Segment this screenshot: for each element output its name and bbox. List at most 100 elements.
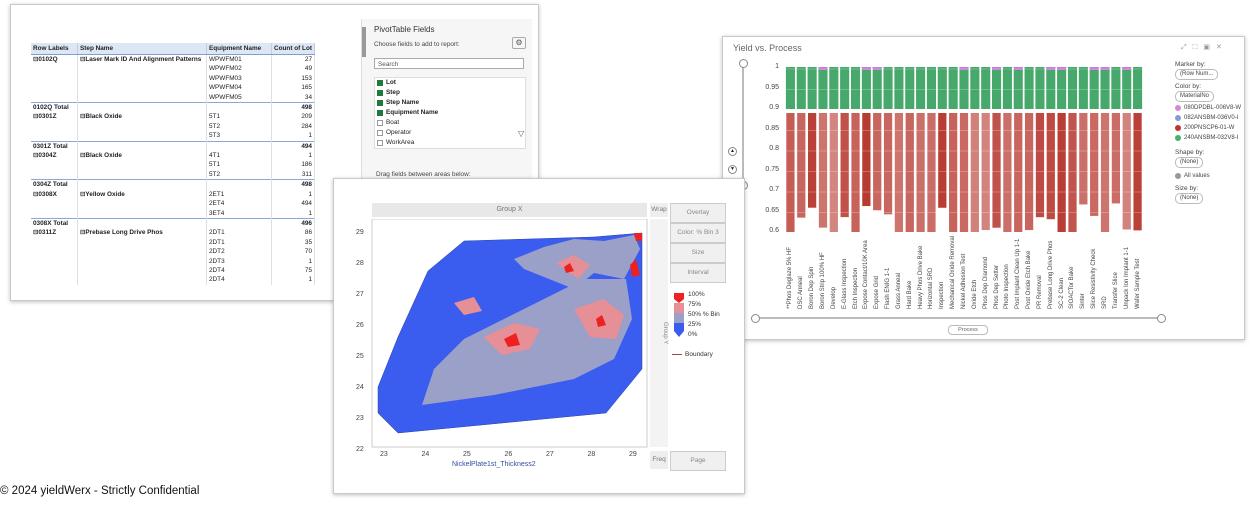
material-legend-item[interactable]: 082ANSBM-036V0-I xyxy=(1175,115,1238,121)
process-dropdown[interactable]: Process xyxy=(948,325,988,335)
wrap-zone[interactable]: Wrap xyxy=(650,203,668,217)
pivot-row[interactable]: ⊟0308X ⊟Yellow Oxide 2ET1 1 xyxy=(31,189,315,200)
count-cell[interactable]: 209 xyxy=(271,112,315,122)
equipment-cell[interactable]: 2DT1 xyxy=(206,228,272,238)
row-label-cell[interactable] xyxy=(31,121,78,132)
field-item[interactable]: Step xyxy=(375,88,525,98)
count-cell[interactable]: 165 xyxy=(271,83,315,93)
field-checkbox[interactable] xyxy=(377,80,383,86)
step-name-cell[interactable] xyxy=(77,140,207,152)
count-cell[interactable]: 27 xyxy=(271,54,315,65)
step-name-cell[interactable] xyxy=(77,169,207,180)
field-item[interactable]: Boat xyxy=(375,118,525,128)
material-legend-item[interactable]: 200PNSCP6-01-W xyxy=(1175,125,1234,131)
count-cell[interactable]: 1 xyxy=(271,256,315,266)
count-cell[interactable]: 496 xyxy=(271,217,315,229)
pivot-row[interactable]: WPWFM02 49 xyxy=(31,64,315,74)
row-label-cell[interactable]: ⊟0308X xyxy=(31,189,78,200)
group-y-zone[interactable]: Group Y xyxy=(650,219,668,447)
row-label-cell[interactable] xyxy=(31,208,78,219)
pivot-row[interactable]: WPWFM05 34 xyxy=(31,92,315,103)
material-legend-item[interactable]: 080DPDBL-006V8-W xyxy=(1175,105,1241,111)
all-values-item[interactable]: All values xyxy=(1175,173,1210,179)
marker-by-select[interactable]: (Row Num... xyxy=(1175,69,1219,80)
horizontal-range-slider[interactable] xyxy=(754,317,1160,319)
step-name-cell[interactable] xyxy=(77,83,207,93)
step-name-cell[interactable] xyxy=(77,64,207,74)
row-label-cell[interactable]: 0102Q Total xyxy=(31,102,78,113)
count-cell[interactable]: 1 xyxy=(271,189,315,200)
step-name-cell[interactable]: ⊟Yellow Oxide xyxy=(77,189,207,200)
pivot-total-row[interactable]: 0304Z Total 498 xyxy=(31,179,315,190)
pivot-total-row[interactable]: 0301Z Total 494 xyxy=(31,140,315,152)
slider-top-knob[interactable] xyxy=(739,59,748,68)
pivot-row[interactable]: 2DT2 70 xyxy=(31,247,315,257)
equipment-cell[interactable] xyxy=(206,102,272,113)
equipment-cell[interactable]: 5T3 xyxy=(206,131,272,142)
step-name-cell[interactable]: ⊟Prebase Long Drive Phos xyxy=(77,228,207,238)
equipment-cell[interactable] xyxy=(206,140,272,152)
side-zone-box[interactable]: Overlay xyxy=(670,203,726,223)
side-zone-box[interactable]: Size xyxy=(670,243,726,263)
equipment-cell[interactable]: WPWFM04 xyxy=(206,83,272,93)
pivot-row[interactable]: 2DT4 75 xyxy=(31,265,315,276)
hslider-left-knob[interactable] xyxy=(751,314,760,323)
count-cell[interactable]: 1 xyxy=(271,275,315,285)
freq-zone[interactable]: Freq xyxy=(650,451,668,469)
field-checkbox[interactable] xyxy=(377,130,383,136)
count-cell[interactable]: 1 xyxy=(271,208,315,219)
equipment-cell[interactable]: 5T2 xyxy=(206,169,272,180)
field-item[interactable]: WorkArea xyxy=(375,138,525,148)
row-label-cell[interactable] xyxy=(31,64,78,74)
step-name-cell[interactable] xyxy=(77,102,207,113)
count-cell[interactable]: 153 xyxy=(271,73,315,84)
side-zone-box[interactable]: Color: % Bin 3 xyxy=(670,223,726,243)
equipment-cell[interactable]: WPWFM03 xyxy=(206,73,272,84)
count-cell[interactable]: 86 xyxy=(271,228,315,238)
step-name-cell[interactable] xyxy=(77,208,207,219)
yield-scatter-plot[interactable] xyxy=(723,37,1244,339)
window-controls-icon[interactable]: ⤢ ⛶ ▣ ✕ xyxy=(1181,44,1224,51)
count-cell[interactable]: 311 xyxy=(271,169,315,180)
pivot-header-equipment-name[interactable]: Equipment Name xyxy=(206,43,272,55)
equipment-cell[interactable]: WPWFM01 xyxy=(206,54,272,65)
row-label-cell[interactable]: ⊟0304Z xyxy=(31,151,78,161)
row-label-cell[interactable]: ⊟0301Z xyxy=(31,112,78,122)
row-label-cell[interactable]: 0308X Total xyxy=(31,217,78,229)
count-cell[interactable]: 75 xyxy=(271,265,315,276)
count-cell[interactable]: 70 xyxy=(271,247,315,257)
equipment-cell[interactable]: 2ET4 xyxy=(206,199,272,209)
equipment-cell[interactable]: 2DT2 xyxy=(206,247,272,257)
pane-scrollbar[interactable] xyxy=(362,27,366,57)
equipment-cell[interactable]: 5T1 xyxy=(206,160,272,170)
equipment-cell[interactable]: 2DT4 xyxy=(206,265,272,276)
equipment-cell[interactable]: 5T1 xyxy=(206,112,272,122)
equipment-cell[interactable] xyxy=(206,217,272,229)
field-checkbox[interactable] xyxy=(377,90,383,96)
step-name-cell[interactable]: ⊟Black Oxide xyxy=(77,151,207,161)
color-by-select[interactable]: MaterialNo xyxy=(1175,91,1215,102)
step-name-cell[interactable] xyxy=(77,131,207,142)
row-label-cell[interactable]: ⊟0311Z xyxy=(31,228,78,238)
filter-icon[interactable]: ▽ xyxy=(518,129,525,138)
row-label-cell[interactable] xyxy=(31,131,78,142)
count-cell[interactable]: 494 xyxy=(271,140,315,152)
row-label-cell[interactable]: 0304Z Total xyxy=(31,179,78,190)
zoom-down-icon[interactable]: ▼ xyxy=(728,165,737,174)
row-label-cell[interactable]: ⊟0102Q xyxy=(31,54,78,65)
pivot-row[interactable]: ⊟0102Q ⊟Laser Mark ID And Alignment Patte… xyxy=(31,54,315,65)
field-search-input[interactable]: Search xyxy=(374,58,524,69)
count-cell[interactable]: 35 xyxy=(271,237,315,248)
field-item[interactable]: Step Name xyxy=(375,98,525,108)
count-cell[interactable]: 284 xyxy=(271,121,315,132)
pivot-row[interactable]: 5T2 311 xyxy=(31,169,315,180)
group-x-zone[interactable]: Group X xyxy=(372,203,647,217)
pivot-row[interactable]: 2ET4 494 xyxy=(31,199,315,209)
field-checkbox[interactable] xyxy=(377,140,383,146)
step-name-cell[interactable] xyxy=(77,92,207,103)
pivot-header-count-of-lot[interactable]: Count of Lot xyxy=(271,43,315,55)
pivot-row[interactable]: WPWFM04 165 xyxy=(31,83,315,93)
row-label-cell[interactable] xyxy=(31,73,78,84)
step-name-cell[interactable] xyxy=(77,179,207,190)
step-name-cell[interactable] xyxy=(77,217,207,229)
